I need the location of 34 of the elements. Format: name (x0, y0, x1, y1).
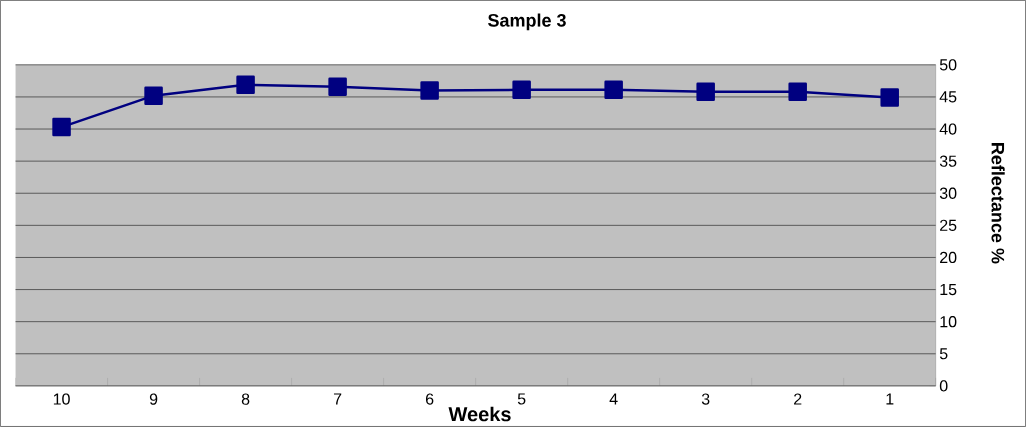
x-tick-label: 1 (886, 393, 894, 405)
x-tick-label: 5 (517, 393, 526, 405)
x-tick-label: 2 (794, 393, 802, 405)
y-tick-label: 25 (940, 219, 957, 232)
x-tick-label: 7 (333, 393, 342, 405)
y-tick-label: 15 (940, 284, 957, 296)
y-tick-label: 30 (939, 187, 957, 199)
y-tick-label: 40 (939, 123, 957, 135)
point (328, 77, 347, 96)
y-tick-label: 35 (939, 155, 957, 167)
x-axis-title: Weeks (448, 406, 511, 422)
point (604, 80, 623, 100)
point (880, 88, 899, 107)
point (788, 82, 807, 102)
point (236, 75, 255, 95)
x-tick-label: 10 (53, 393, 70, 405)
y-tick-label: 45 (939, 91, 957, 103)
point (420, 81, 439, 100)
x-tick-label: 3 (701, 393, 710, 405)
x-tick-label: 6 (426, 393, 434, 405)
point (52, 117, 71, 137)
y-axis-title: Reflectance % (991, 143, 1005, 264)
x-tick-label: 9 (149, 393, 158, 405)
y-tick-label: 20 (940, 251, 957, 264)
point (512, 80, 531, 100)
x-tick-label: 8 (241, 393, 250, 405)
point (696, 82, 715, 102)
y-tick-label: 0 (939, 380, 948, 392)
chart-title: Sample 3 (488, 13, 566, 31)
x-tick-label: 4 (609, 393, 618, 405)
y-tick-label: 10 (940, 316, 957, 328)
y-tick-label: 5 (939, 348, 948, 360)
point (144, 86, 163, 105)
y-tick-label: 50 (939, 59, 957, 71)
